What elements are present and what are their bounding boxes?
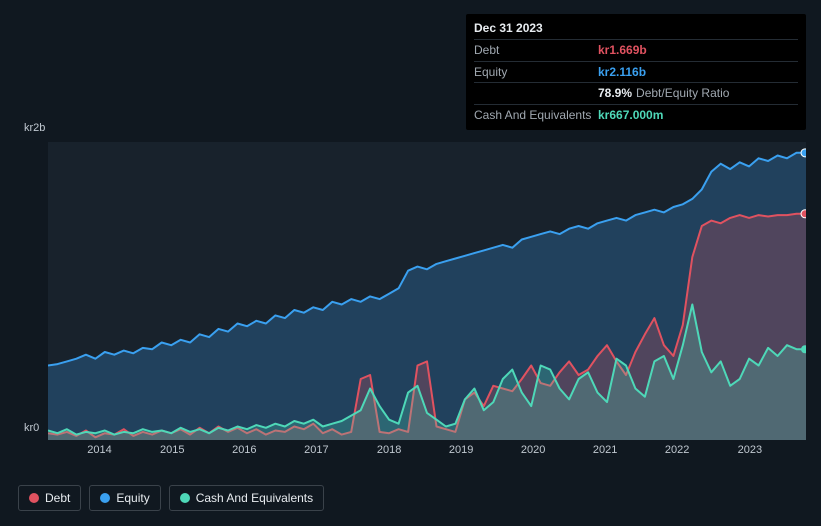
- x-axis-tick: 2014: [87, 444, 111, 456]
- legend-item-equity[interactable]: Equity: [89, 485, 160, 511]
- legend-dot-icon: [29, 493, 39, 503]
- tooltip-row: 78.9%Debt/Equity Ratio: [474, 82, 798, 104]
- legend-dot-icon: [180, 493, 190, 503]
- chart-plot: [48, 142, 806, 440]
- tooltip-row-label: Debt: [474, 42, 598, 59]
- x-axis-labels: 2014 2015 2016 2017 2018 2019 2020 2021 2022 2023: [48, 444, 806, 460]
- y-axis-label-top: kr2b: [24, 122, 45, 134]
- x-axis-tick: 2023: [738, 444, 762, 456]
- tooltip-row-value: kr1.669b: [598, 42, 647, 59]
- tooltip-row-suffix: Debt/Equity Ratio: [636, 85, 729, 102]
- x-axis-tick: 2022: [665, 444, 689, 456]
- tooltip-row-label: Equity: [474, 64, 598, 81]
- chart-legend: Debt Equity Cash And Equivalents: [18, 485, 324, 511]
- tooltip-row-value: 78.9%: [598, 85, 632, 102]
- legend-item-debt[interactable]: Debt: [18, 485, 81, 511]
- series-end-marker: [801, 149, 806, 157]
- x-axis-tick: 2017: [304, 444, 328, 456]
- chart-tooltip: Dec 31 2023 Debtkr1.669bEquitykr2.116b78…: [466, 14, 806, 130]
- series-end-marker: [801, 210, 806, 218]
- legend-item-cash-and-equivalents[interactable]: Cash And Equivalents: [169, 485, 324, 511]
- y-axis-label-bottom: kr0: [24, 422, 39, 434]
- legend-label: Debt: [45, 491, 70, 505]
- x-axis-tick: 2016: [232, 444, 256, 456]
- x-axis-tick: 2021: [593, 444, 617, 456]
- legend-label: Equity: [116, 491, 149, 505]
- tooltip-row: Debtkr1.669b: [474, 39, 798, 61]
- x-axis-tick: 2019: [449, 444, 473, 456]
- legend-dot-icon: [100, 493, 110, 503]
- tooltip-row-label: [474, 85, 598, 102]
- legend-label: Cash And Equivalents: [196, 491, 313, 505]
- x-axis-tick: 2015: [160, 444, 184, 456]
- tooltip-row-value: kr2.116b: [598, 64, 646, 81]
- x-axis-tick: 2020: [521, 444, 545, 456]
- tooltip-row: Equitykr2.116b: [474, 61, 798, 83]
- x-axis-tick: 2018: [377, 444, 401, 456]
- tooltip-date: Dec 31 2023: [474, 18, 798, 39]
- debt-equity-chart: kr2b kr0 2014 2015 2016 2017 2018 2019 2020 202…: [0, 122, 821, 482]
